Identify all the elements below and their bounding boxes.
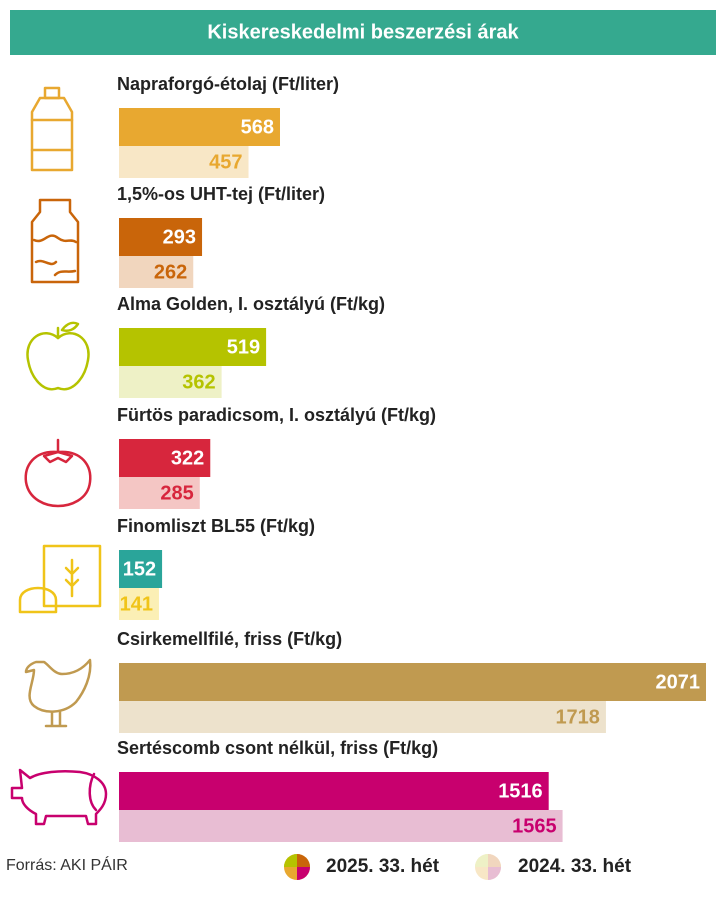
- chart-title: Kiskereskedelmi beszerzési árak: [207, 21, 519, 43]
- source: Forrás: AKI PÁIR: [6, 855, 128, 874]
- legend-icon: [284, 854, 310, 880]
- icon-flour: [18, 544, 102, 614]
- bar: [119, 366, 222, 398]
- value-label: 2071: [656, 671, 701, 693]
- icons: [10, 86, 108, 826]
- value-label: 568: [241, 116, 274, 138]
- category-label: Finomliszt BL55 (Ft/kg): [117, 516, 315, 536]
- icon-pig: [10, 768, 108, 826]
- bar: [119, 256, 194, 288]
- value-label: 262: [154, 261, 187, 283]
- value-label: 1516: [498, 780, 543, 802]
- value-label: 285: [160, 482, 193, 504]
- bar: [119, 663, 706, 701]
- category-label: Csirkemellfilé, friss (Ft/kg): [117, 629, 342, 649]
- category-label: Sertéscomb csont nélkül, friss (Ft/kg): [117, 738, 438, 758]
- icon-apple: [26, 321, 90, 391]
- legend-icon: [475, 854, 501, 880]
- bar: [119, 108, 280, 146]
- category-label: Napraforgó-étolaj (Ft/liter): [117, 74, 339, 94]
- bar: [119, 328, 267, 366]
- value-label: 322: [171, 447, 204, 469]
- bar: [119, 588, 159, 620]
- value-label: 293: [163, 226, 196, 248]
- value-label: 152: [123, 558, 156, 580]
- category-label: 1,5%-os UHT-tej (Ft/liter): [117, 184, 325, 204]
- icon-milk: [30, 198, 80, 284]
- icon-chicken: [24, 658, 92, 728]
- legend-label: 2025. 33. hét: [326, 856, 440, 877]
- value-label: 457: [209, 151, 242, 173]
- value-label: 141: [120, 593, 153, 615]
- legend-label: 2024. 33. hét: [518, 856, 632, 877]
- icon-tomato: [24, 438, 92, 508]
- category-label: Alma Golden, I. osztályú (Ft/kg): [117, 294, 385, 314]
- category-label: Fürtös paradicsom, I. osztályú (Ft/kg): [117, 405, 436, 425]
- value-label: 1565: [512, 815, 557, 837]
- value-label: 519: [227, 336, 260, 358]
- icon-oil: [30, 86, 74, 172]
- bar: [119, 439, 211, 477]
- bar: [119, 810, 563, 842]
- bar: [119, 701, 606, 733]
- header-bar: [10, 10, 716, 55]
- value-label: 1718: [555, 706, 600, 728]
- bar: [119, 477, 200, 509]
- bar: [119, 772, 549, 810]
- bar: [119, 550, 163, 588]
- bar: [119, 146, 249, 178]
- bar: [119, 218, 203, 256]
- value-label: 362: [182, 371, 215, 393]
